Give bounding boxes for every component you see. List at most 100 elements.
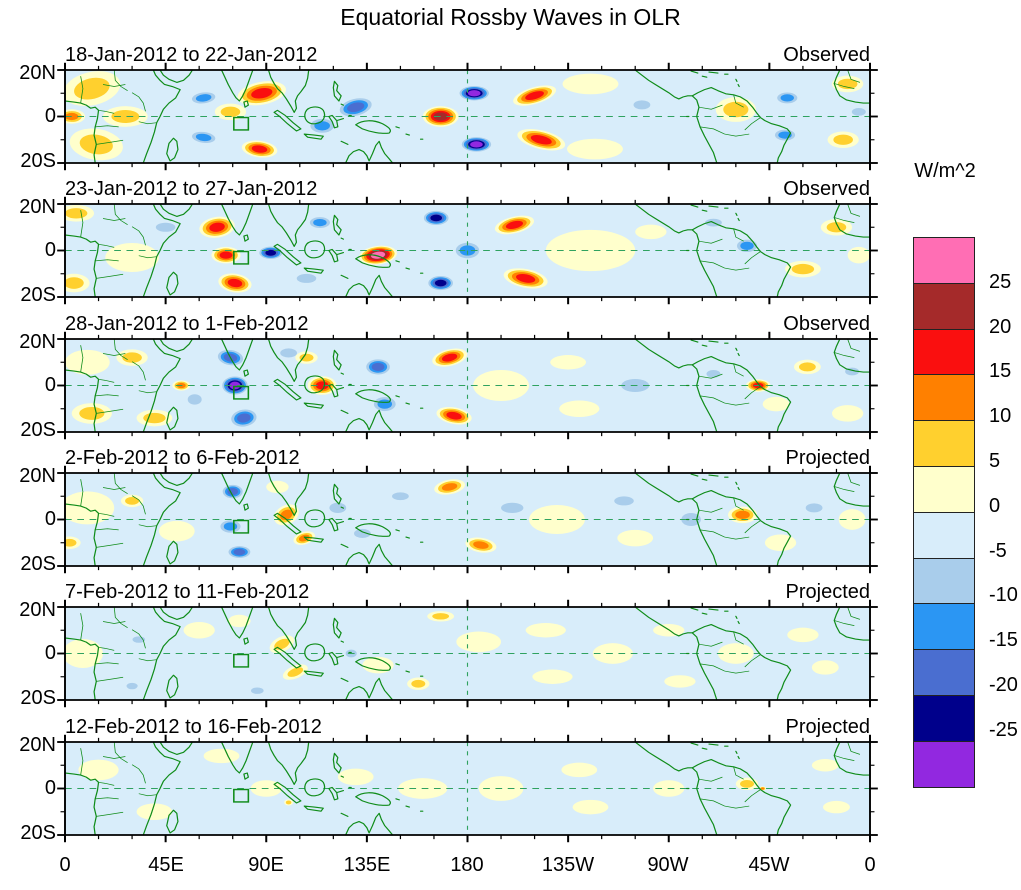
anomaly-contour <box>237 413 251 423</box>
figure-title: Equatorial Rossby Waves in OLR <box>340 4 681 30</box>
anomaly-contour <box>233 548 246 556</box>
run-type-label: Projected <box>785 581 871 603</box>
anomaly-contour <box>811 759 839 772</box>
anomaly-contour <box>223 522 238 531</box>
anomaly-contour <box>347 102 365 113</box>
colorbar-unit-label: W/m^2 <box>914 160 976 182</box>
anomaly-contour <box>505 220 524 230</box>
anomaly-contour <box>392 492 409 501</box>
panel-6: 12-Feb-2012 to 16-Feb-2012 Projected 20N … <box>0 708 1021 844</box>
anomaly-contour <box>735 510 750 519</box>
anomaly-contour <box>313 218 327 227</box>
anomaly-contour <box>530 135 552 145</box>
anomaly-contour <box>525 623 566 638</box>
olr-map <box>56 598 879 709</box>
anomaly-contour <box>136 803 173 821</box>
anomaly-contour <box>664 675 696 688</box>
anomaly-contour <box>79 406 105 420</box>
anomaly-contour <box>760 787 765 790</box>
colorbar-cell <box>913 603 975 651</box>
anomaly-contour <box>195 133 212 142</box>
olr-map <box>56 195 879 306</box>
anomaly-contour <box>432 613 450 620</box>
anomaly-contour <box>717 643 754 664</box>
anomaly-contour <box>525 91 544 101</box>
anomaly-contour <box>532 669 573 684</box>
lat-label-0: 0 <box>44 777 56 799</box>
colorbar-tick-label: 5 <box>989 450 1001 472</box>
date-range-label: 23-Jan-2012 to 27-Jan-2012 <box>65 178 318 200</box>
lat-label-20s: 20S <box>20 822 56 844</box>
lat-label-20n: 20N <box>19 734 56 756</box>
run-type-label: Observed <box>783 44 870 66</box>
anomaly-contour <box>516 273 536 283</box>
anomaly-contour <box>158 520 195 542</box>
lon-axis-label: 135W <box>541 854 595 876</box>
anomaly-contour <box>430 214 443 222</box>
anomaly-contour <box>434 279 447 287</box>
anomaly-contour <box>791 263 815 275</box>
colorbar-cell <box>913 374 975 422</box>
lon-axis-label: 90E <box>248 854 284 876</box>
anomaly-contour <box>296 273 317 283</box>
colorbar-cell <box>913 328 975 376</box>
anomaly-contour <box>314 121 330 131</box>
lat-label-0: 0 <box>44 508 56 530</box>
anomaly-contour <box>826 222 847 233</box>
anomaly-contour <box>65 349 110 375</box>
colorbar-cell <box>913 237 975 284</box>
olr-map <box>56 464 879 575</box>
anomaly-contour <box>299 353 314 362</box>
colorbar-tick-label: 25 <box>989 270 1012 293</box>
anomaly-contour <box>274 638 290 650</box>
anomaly-contour <box>280 348 297 358</box>
run-type-label: Projected <box>785 716 871 738</box>
anomaly-contour <box>614 496 634 506</box>
anomaly-contour <box>572 799 609 815</box>
lon-axis-label: 0 <box>864 854 876 876</box>
colorbar-cell <box>913 649 975 696</box>
anomaly-contour <box>837 78 858 90</box>
colorbar-tick-label: -10 <box>989 584 1018 607</box>
anomaly-contour <box>111 110 140 123</box>
anomaly-contour <box>811 660 839 675</box>
lon-axis-label: 45E <box>148 854 184 876</box>
colorbar-tick-label: -5 <box>989 539 1007 562</box>
anomaly-contour <box>315 381 329 390</box>
colorbar-tick-label: 20 <box>989 315 1012 338</box>
anomaly-contour <box>467 90 481 97</box>
panel-2: 23-Jan-2012 to 27-Jan-2012 Observed 20N 0… <box>0 170 1021 306</box>
colorbar-cell <box>913 511 975 559</box>
olr-map <box>56 733 879 844</box>
colorbar-tick-label: -25 <box>989 718 1018 741</box>
anomaly-contour <box>65 538 77 547</box>
lat-label-20n: 20N <box>19 465 56 487</box>
anomaly-contour <box>187 394 202 405</box>
lat-label-20n: 20N <box>19 62 56 84</box>
lat-label-0: 0 <box>44 374 56 396</box>
anomaly-contour <box>617 529 654 547</box>
anomaly-contour <box>446 411 462 420</box>
run-type-label: Observed <box>783 178 870 200</box>
anomaly-contour <box>762 396 790 412</box>
anomaly-contour <box>780 94 794 102</box>
anomaly-contour <box>203 748 240 764</box>
colorbar-tick-label: -20 <box>989 674 1018 696</box>
lat-label-20s: 20S <box>20 419 56 441</box>
anomaly-contour <box>228 614 251 628</box>
colorbar-tick-label: 15 <box>989 360 1012 383</box>
anomaly-contour <box>251 145 268 153</box>
panel-5: 7-Feb-2012 to 11-Feb-2012 Projected 20N 0… <box>0 573 1021 709</box>
anomaly-contour <box>681 513 701 526</box>
lat-label-0: 0 <box>44 642 56 664</box>
lon-axis-label: 0 <box>59 854 71 876</box>
lon-axis-label: 135E <box>343 854 391 876</box>
anomaly-contour <box>209 222 225 232</box>
anomaly-contour <box>126 682 138 690</box>
anomaly-contour <box>337 768 374 786</box>
run-type-label: Observed <box>783 313 870 335</box>
anomaly-contour <box>831 405 864 422</box>
anomaly-contour <box>362 656 394 674</box>
anomaly-contour <box>266 480 289 494</box>
